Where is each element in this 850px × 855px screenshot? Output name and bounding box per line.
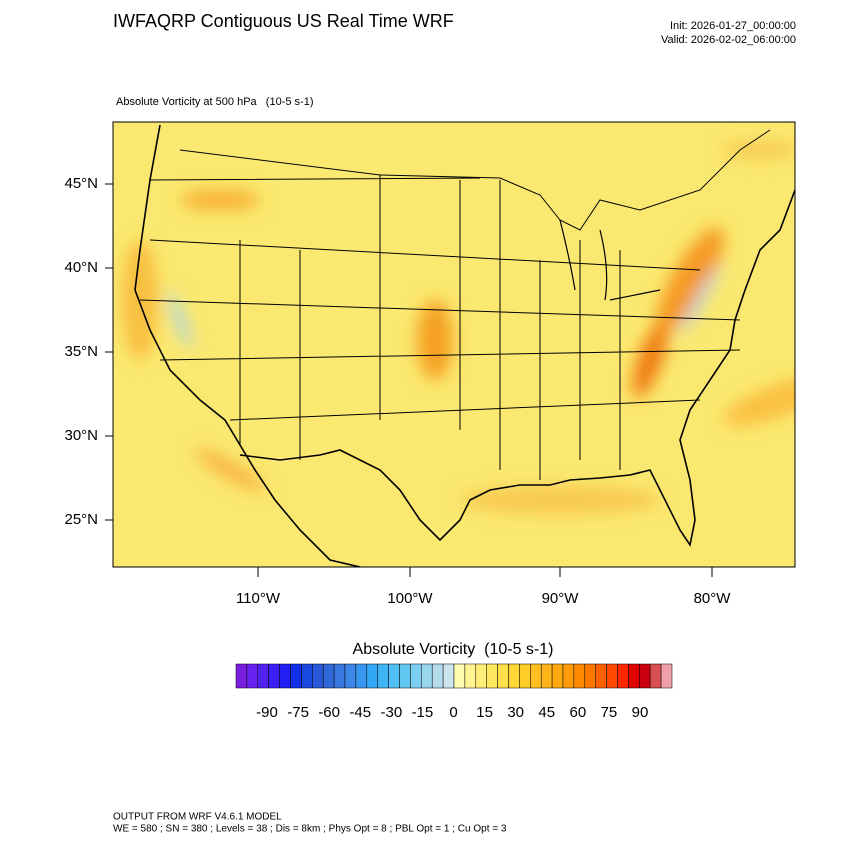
colorbar-swatch — [486, 663, 498, 689]
colorbar-swatch — [442, 663, 455, 689]
map-axes: 45°N 40°N 35°N 30°N 25°N 110°W 100°W 90°W 80°W — [64, 175, 731, 607]
colorbar-tick-label: -90 — [256, 704, 278, 721]
colorbar-swatch — [246, 663, 259, 689]
lon-label: 100°W — [387, 590, 433, 607]
state-borders — [139, 129, 771, 480]
colorbar-tick-label: -45 — [349, 704, 371, 721]
colorbar-swatch — [573, 663, 586, 689]
colorbar-swatch — [551, 663, 564, 689]
lat-label: 35°N — [64, 343, 98, 360]
colorbar-swatch — [562, 663, 575, 689]
colorbar-tick-label: 0 — [449, 704, 457, 721]
colorbar-swatch — [235, 663, 248, 689]
colorbar-tick-label: 30 — [507, 704, 524, 721]
footer-line: WE = 580 ; SN = 380 ; Levels = 38 ; Dis … — [113, 824, 507, 835]
colorbar-tick-label: 15 — [476, 704, 493, 721]
colorbar-tick-label: 45 — [538, 704, 555, 721]
lat-label: 40°N — [64, 259, 98, 276]
colorbar-tick-label: -60 — [318, 704, 340, 721]
colorbar-swatch — [355, 663, 368, 689]
lat-label: 30°N — [64, 427, 98, 444]
map-frame — [112, 121, 796, 568]
colorbar-swatch — [639, 663, 651, 689]
colorbar-swatch — [508, 663, 520, 689]
colorbar-tick-label: -30 — [380, 704, 402, 721]
colorbar-swatch — [453, 663, 466, 689]
colorbar-swatch — [410, 663, 422, 689]
colorbar-swatch — [519, 663, 531, 689]
colorbar-tick-label: 90 — [632, 704, 649, 721]
colorbar-swatch — [257, 663, 269, 689]
colorbar-swatch — [595, 663, 607, 689]
colorbar-swatch — [290, 663, 302, 689]
colorbar-swatch — [497, 663, 509, 689]
colorbar-swatch — [660, 663, 673, 689]
lon-label: 80°W — [694, 590, 732, 607]
colorbar-swatch — [584, 663, 596, 689]
init-time: Init: 2026-01-27_00:00:00 — [670, 20, 796, 32]
colorbar-swatch — [540, 663, 553, 689]
colorbar-swatch — [530, 663, 542, 689]
vorticity-field — [122, 142, 795, 514]
colorbar-swatch — [366, 663, 378, 689]
colorbar-swatch — [617, 663, 629, 689]
great-lakes — [559, 219, 661, 301]
colorbar-tick-label: -75 — [287, 704, 309, 721]
colorbar-swatch — [333, 663, 346, 689]
colorbar-swatch — [268, 663, 280, 689]
colorbar-swatch — [649, 663, 662, 689]
colorbar-swatch — [628, 663, 640, 689]
field-label: Absolute Vorticity at 500 hPa (10-5 s-1) — [116, 96, 314, 108]
colorbar-swatch — [377, 663, 389, 689]
lon-label: 90°W — [542, 590, 580, 607]
colorbar-swatch — [388, 663, 400, 689]
title: IWFAQRP Contiguous US Real Time WRF — [113, 11, 454, 31]
colorbar-swatch — [399, 663, 411, 689]
colorbar-title: Absolute Vorticity (10-5 s-1) — [353, 641, 554, 658]
colorbar-swatch — [344, 663, 357, 689]
map — [113, 122, 795, 567]
colorbar-swatch — [421, 663, 433, 689]
colorbar-tick-label: 75 — [601, 704, 618, 721]
colorbar-swatch — [312, 663, 324, 689]
footer-line: OUTPUT FROM WRF V4.6.1 MODEL — [113, 812, 282, 823]
valid-time: Valid: 2026-02-02_06:00:00 — [661, 34, 796, 46]
colorbar-swatch — [606, 663, 618, 689]
lat-label: 25°N — [64, 511, 98, 528]
colorbar-swatch — [301, 663, 313, 689]
colorbar-swatch — [322, 663, 335, 689]
colorbar-swatch — [279, 663, 291, 689]
colorbar-tick-label: -15 — [412, 704, 434, 721]
lon-label: 110°W — [236, 590, 281, 607]
colorbar-swatch — [464, 663, 477, 689]
colorbar-swatch — [431, 663, 444, 689]
colorbar-tick-label: 60 — [569, 704, 586, 721]
colorbar: -90 -75 -60 -45 -30 -15 0 15 30 45 60 75 90 — [235, 663, 673, 721]
colorbar-swatch — [475, 663, 487, 689]
lat-label: 45°N — [64, 175, 98, 192]
